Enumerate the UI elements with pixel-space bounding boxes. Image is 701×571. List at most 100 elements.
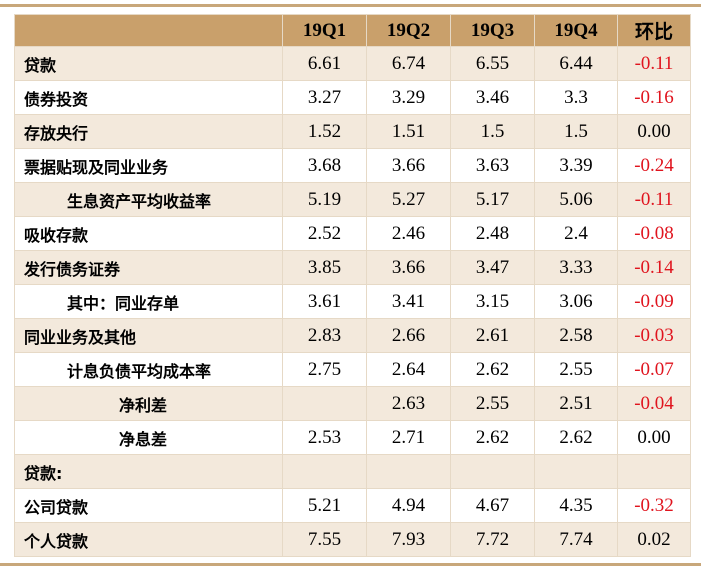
change-cell: 0.00 (617, 420, 691, 455)
value-cell: 2.46 (366, 216, 451, 251)
row-label: 其中：同业存单 (14, 284, 283, 319)
change-cell: -0.04 (617, 386, 691, 421)
row-label: 吸收存款 (14, 216, 283, 251)
change-cell: -0.32 (617, 488, 691, 523)
column-header: 19Q2 (366, 14, 451, 47)
row-label: 债券投资 (14, 80, 283, 115)
row-label: 同业业务及其他 (14, 318, 283, 353)
value-cell: 2.62 (450, 352, 535, 387)
change-cell: 0.02 (617, 522, 691, 557)
value-cell: 2.75 (282, 352, 367, 387)
value-cell: 3.47 (450, 250, 535, 285)
value-cell: 6.44 (534, 46, 618, 81)
value-cell: 3.33 (534, 250, 618, 285)
value-cell: 3.3 (534, 80, 618, 115)
row-label: 净利差 (14, 386, 283, 421)
table-row: 其中：同业存单 3.61 3.41 3.15 3.06 -0.09 (14, 284, 691, 319)
row-label: 贷款 (14, 46, 283, 81)
value-cell (450, 454, 535, 489)
value-cell: 5.17 (450, 182, 535, 217)
change-cell: -0.11 (617, 46, 691, 81)
value-cell: 3.61 (282, 284, 367, 319)
value-cell: 1.51 (366, 114, 451, 149)
value-cell: 7.74 (534, 522, 618, 557)
row-label: 个人贷款 (14, 522, 283, 557)
value-cell: 6.74 (366, 46, 451, 81)
change-cell: -0.16 (617, 80, 691, 115)
table-row: 个人贷款 7.55 7.93 7.72 7.74 0.02 (14, 522, 691, 557)
value-cell: 7.55 (282, 522, 367, 557)
change-cell: -0.07 (617, 352, 691, 387)
value-cell: 3.66 (366, 250, 451, 285)
top-rule (0, 4, 701, 7)
value-cell (282, 386, 367, 421)
value-cell: 1.5 (450, 114, 535, 149)
value-cell: 7.93 (366, 522, 451, 557)
table-header: 19Q1 19Q2 19Q3 19Q4 环比 (14, 14, 691, 47)
change-cell: -0.08 (617, 216, 691, 251)
value-cell: 1.5 (534, 114, 618, 149)
value-cell: 3.29 (366, 80, 451, 115)
table-row: 债券投资 3.27 3.29 3.46 3.3 -0.16 (14, 80, 691, 115)
value-cell (282, 454, 367, 489)
table-row: 票据贴现及同业业务 3.68 3.66 3.63 3.39 -0.24 (14, 148, 691, 183)
row-label: 公司贷款 (14, 488, 283, 523)
value-cell: 3.63 (450, 148, 535, 183)
value-cell: 2.62 (450, 420, 535, 455)
table-row: 发行债务证券 3.85 3.66 3.47 3.33 -0.14 (14, 250, 691, 285)
value-cell: 4.94 (366, 488, 451, 523)
value-cell: 3.46 (450, 80, 535, 115)
value-cell: 5.19 (282, 182, 367, 217)
value-cell: 2.55 (534, 352, 618, 387)
column-header: 19Q4 (534, 14, 618, 47)
value-cell: 2.62 (534, 420, 618, 455)
bottom-rule (0, 563, 701, 566)
row-label: 计息负债平均成本率 (14, 352, 283, 387)
value-cell: 5.21 (282, 488, 367, 523)
change-cell: -0.09 (617, 284, 691, 319)
change-cell: -0.11 (617, 182, 691, 217)
value-cell: 2.83 (282, 318, 367, 353)
change-cell: 0.00 (617, 114, 691, 149)
value-cell: 7.72 (450, 522, 535, 557)
row-label: 生息资产平均收益率 (14, 182, 283, 217)
value-cell: 3.06 (534, 284, 618, 319)
row-label: 净息差 (14, 420, 283, 455)
value-cell: 2.66 (366, 318, 451, 353)
row-label: 存放央行 (14, 114, 283, 149)
value-cell: 5.27 (366, 182, 451, 217)
value-cell: 3.27 (282, 80, 367, 115)
row-label: 票据贴现及同业业务 (14, 148, 283, 183)
value-cell: 3.39 (534, 148, 618, 183)
value-cell: 2.48 (450, 216, 535, 251)
change-cell: -0.14 (617, 250, 691, 285)
value-cell: 3.68 (282, 148, 367, 183)
value-cell: 4.35 (534, 488, 618, 523)
table-row: 公司贷款 5.21 4.94 4.67 4.35 -0.32 (14, 488, 691, 523)
value-cell: 6.61 (282, 46, 367, 81)
value-cell: 2.71 (366, 420, 451, 455)
row-label: 发行债务证券 (14, 250, 283, 285)
value-cell: 4.67 (450, 488, 535, 523)
value-cell: 3.66 (366, 148, 451, 183)
rate-table: 19Q1 19Q2 19Q3 19Q4 环比 贷款 6.61 6.74 6.55 6.44 -0.… (14, 14, 691, 557)
table-row: 存放央行 1.52 1.51 1.5 1.5 0.00 (14, 114, 691, 149)
value-cell: 2.4 (534, 216, 618, 251)
column-header: 19Q3 (450, 14, 535, 47)
value-cell: 2.61 (450, 318, 535, 353)
column-header (14, 14, 283, 47)
value-cell (534, 454, 618, 489)
table-row: 净利差 2.63 2.55 2.51 -0.04 (14, 386, 691, 421)
value-cell: 2.58 (534, 318, 618, 353)
value-cell (366, 454, 451, 489)
value-cell: 6.55 (450, 46, 535, 81)
value-cell: 2.53 (282, 420, 367, 455)
table-row: 同业业务及其他 2.83 2.66 2.61 2.58 -0.03 (14, 318, 691, 353)
table-row: 净息差 2.53 2.71 2.62 2.62 0.00 (14, 420, 691, 455)
value-cell: 3.85 (282, 250, 367, 285)
value-cell: 3.41 (366, 284, 451, 319)
value-cell: 2.55 (450, 386, 535, 421)
table-row: 吸收存款 2.52 2.46 2.48 2.4 -0.08 (14, 216, 691, 251)
value-cell: 2.52 (282, 216, 367, 251)
column-header: 环比 (617, 14, 691, 47)
